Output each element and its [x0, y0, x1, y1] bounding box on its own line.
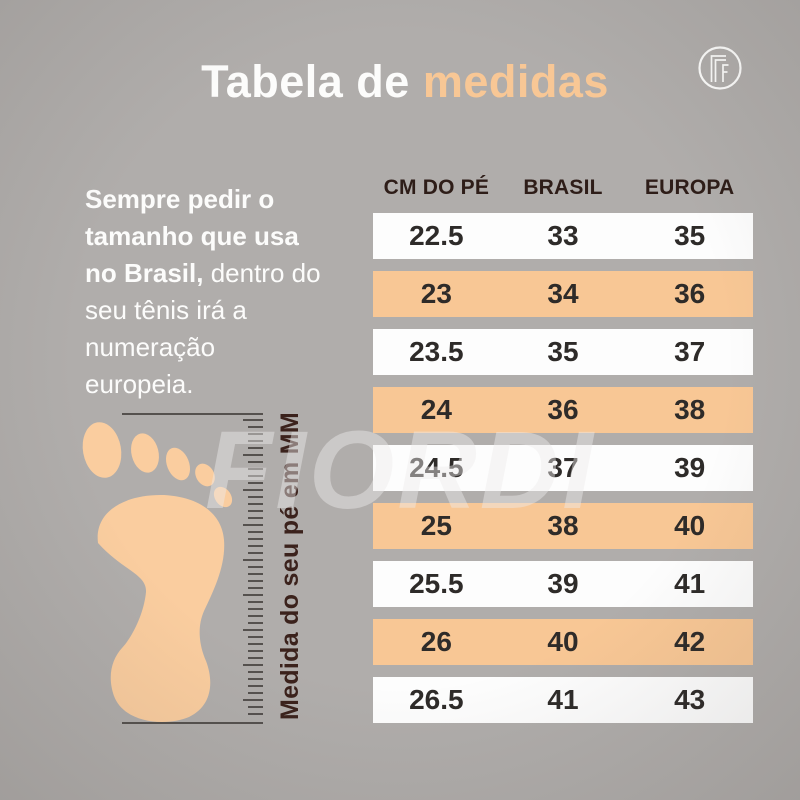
ruler-icon — [243, 419, 263, 720]
table-cell: 25.5 — [409, 568, 464, 599]
table-row: 24.5 37 39 — [373, 445, 753, 491]
footprint-illustration — [72, 402, 258, 728]
table-cell: 23 — [420, 278, 452, 309]
table-cell: 40 — [674, 510, 706, 541]
column-header-europa: EUROPA — [644, 176, 735, 199]
intro-line: numeração — [85, 332, 216, 362]
table-cell: 38 — [547, 510, 579, 541]
table-cell: 24.5 — [409, 452, 464, 483]
table-cell: 42 — [674, 626, 706, 657]
column-header-cm: CM DO PÉ — [383, 176, 490, 199]
table-cell: 25 — [420, 510, 452, 541]
ruler-ticks-long — [243, 419, 263, 720]
table-row: 22.5 33 35 — [373, 213, 753, 259]
table-cell: 39 — [674, 452, 706, 483]
table-cell: 43 — [674, 684, 706, 715]
table-cell: 36 — [674, 278, 706, 309]
table-cell: 26 — [420, 626, 452, 657]
table-row: 24 36 38 — [373, 387, 753, 433]
table-row: 26 40 42 — [373, 619, 753, 665]
table-cell: 39 — [547, 568, 579, 599]
intro-line: Sempre pedir o — [85, 184, 275, 214]
table-cell: 33 — [547, 220, 579, 251]
footprint-icon — [82, 422, 233, 723]
table-cell: 37 — [674, 336, 706, 367]
table-cell: 24 — [420, 394, 452, 425]
column-header-brasil: BRASIL — [523, 176, 603, 199]
size-table-rows: 22.5 33 35 23 34 36 23.5 35 37 24 36 38 24.5 37 39 25 38… — [373, 213, 753, 723]
ruler-label: Medida do seu pé em MM — [276, 411, 304, 720]
table-row: 25 38 40 — [373, 503, 753, 549]
page-title: Tabela de medidas — [0, 56, 800, 108]
brand-logo-ff-icon — [696, 44, 744, 92]
intro-line: europeia. — [85, 369, 194, 399]
table-cell: 41 — [674, 568, 706, 599]
table-cell: 35 — [547, 336, 579, 367]
table-row: 23 34 36 — [373, 271, 753, 317]
page-title-highlight: medidas — [422, 56, 609, 107]
table-cell: 36 — [547, 394, 579, 425]
table-header-row: CM DO PÉ BRASIL EUROPA — [373, 176, 753, 200]
measure-line-top — [122, 413, 263, 415]
table-cell: 34 — [547, 278, 579, 309]
intro-text: Sempre pedir o tamanho que usa no Brasil, … — [85, 181, 365, 403]
intro-line: seu tênis irá a — [85, 295, 247, 325]
table-cell: 38 — [674, 394, 706, 425]
intro-line: no Brasil, dentro do — [85, 258, 321, 288]
table-cell: 26.5 — [409, 684, 464, 715]
table-row: 23.5 35 37 — [373, 329, 753, 375]
table-cell: 40 — [547, 626, 579, 657]
ff-monogram-icon — [698, 46, 742, 90]
table-row: 25.5 39 41 — [373, 561, 753, 607]
table-cell: 37 — [547, 452, 579, 483]
page-title-prefix: Tabela de — [201, 56, 423, 107]
table-cell: 23.5 — [409, 336, 464, 367]
table-cell: 41 — [547, 684, 579, 715]
table-cell: 35 — [674, 220, 706, 251]
table-row: 26.5 41 43 — [373, 677, 753, 723]
intro-line: tamanho que usa — [85, 221, 299, 251]
measure-line-bottom — [122, 722, 263, 724]
table-cell: 22.5 — [409, 220, 464, 251]
